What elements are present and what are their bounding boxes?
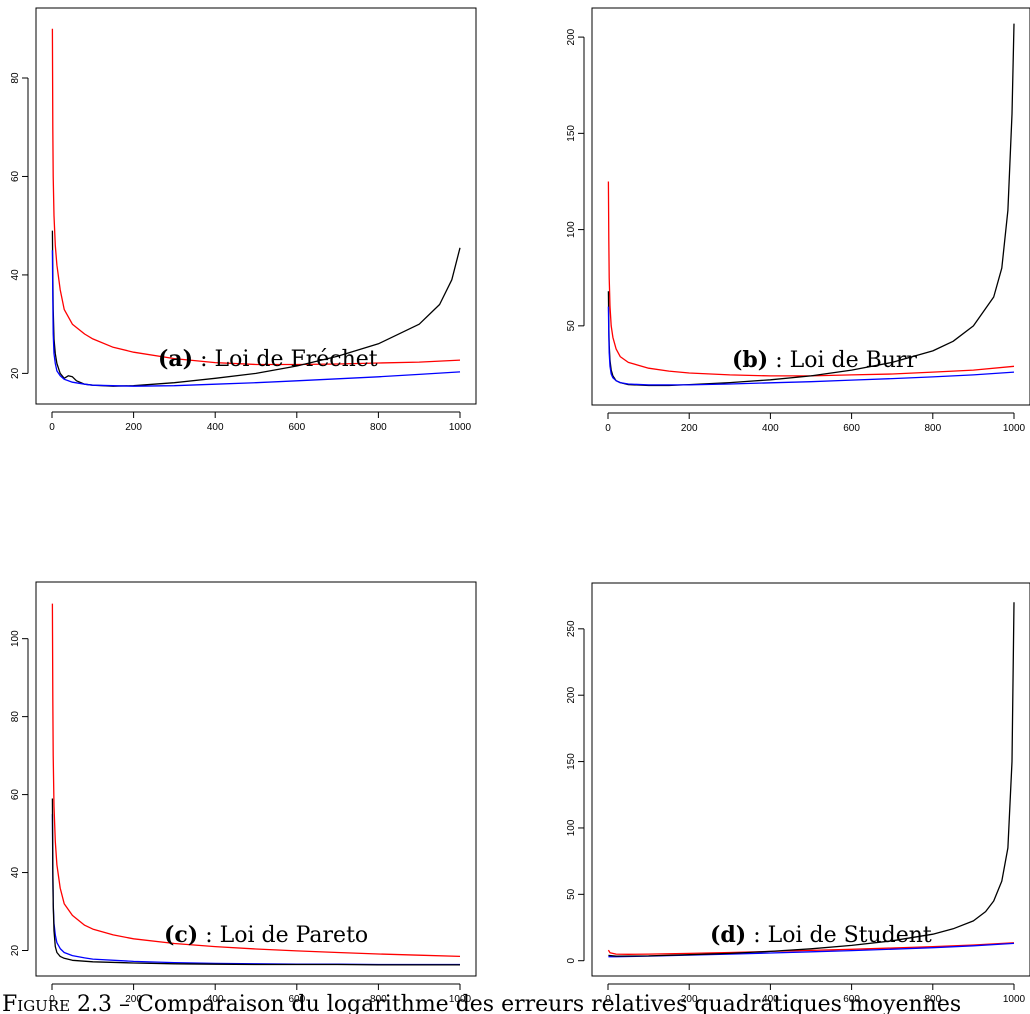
y-tick-label: 40 (10, 269, 21, 281)
panel-b: 0 200 400 600 800 1000 50 100 150 200 (b) : Loi de… (566, 7, 1030, 434)
x-tick-label: 600 (843, 994, 860, 1005)
panel-d: 0 200 400 600 800 1000 0 50 100 150 200 250 (d) : Lo… (566, 582, 1030, 1005)
x-tick-label: 200 (681, 994, 698, 1005)
x-tick-label: 400 (207, 422, 224, 433)
y-tick-label: 80 (10, 711, 21, 723)
x-tick-label: 400 (762, 994, 779, 1005)
figure-caption: FIGURE 2.3 – Comparaison du logarithme d… (2, 992, 961, 1014)
panel-label: (a) : Loi de Fréchet (158, 346, 378, 372)
y-tick-label: 0 (566, 957, 577, 963)
plot-frame (35, 581, 477, 977)
caption-smallcaps: IGURE (17, 997, 70, 1014)
series-line-2 (607, 23, 1015, 387)
series-line-1 (51, 603, 461, 958)
panel-label-text: : Loi de Student (746, 923, 932, 948)
series-line-3 (608, 602, 1015, 957)
y-axis: 20 40 60 80 (10, 72, 29, 379)
y-axis: 50 100 150 200 (566, 28, 585, 332)
x-tick-label: 800 (924, 994, 941, 1005)
series-line-3 (51, 798, 460, 966)
y-tick-label: 60 (10, 789, 21, 801)
y-axis: 0 50 100 150 200 250 (566, 620, 585, 963)
panel-label-text: : Loi de Burr (768, 348, 917, 373)
x-tick-label: 0 (605, 423, 611, 434)
y-tick-label: 50 (566, 888, 577, 900)
x-tick-label: 400 (762, 423, 779, 434)
series-line-3 (607, 306, 1015, 386)
plot-frame (591, 7, 1030, 406)
y-tick-label: 150 (566, 125, 577, 142)
panel-label-letter: (a) (158, 346, 193, 372)
plot-frame (35, 7, 477, 405)
y-tick-label: 100 (10, 630, 21, 647)
panel-label-text: : Loi de Fréchet (193, 347, 378, 372)
panel-label-text: : Loi de Pareto (198, 923, 368, 948)
x-tick-label: 0 (49, 422, 55, 433)
y-tick-label: 20 (10, 367, 21, 379)
y-tick-label: 250 (566, 620, 577, 637)
panel-label: (b) : Loi de Burr (732, 347, 917, 373)
plot-frame (591, 582, 1030, 977)
x-tick-label: 0 (49, 994, 55, 1005)
y-tick-label: 100 (566, 819, 577, 836)
y-tick-label: 40 (10, 867, 21, 879)
caption-rest: 2.3 – Comparaison du logarithme des erre… (70, 992, 961, 1014)
y-axis: 20 40 60 80 100 (10, 630, 29, 957)
x-axis: 0 200 400 600 800 1000 (49, 411, 472, 433)
panel-label: (d) : Loi de Student (710, 922, 932, 948)
y-tick-label: 50 (566, 320, 577, 332)
x-tick-label: 200 (125, 994, 142, 1005)
x-tick-label: 800 (924, 423, 941, 434)
x-tick-label: 600 (288, 994, 305, 1005)
series-line-3 (51, 250, 461, 387)
y-tick-label: 60 (10, 170, 21, 182)
x-tick-label: 1000 (1003, 994, 1026, 1005)
x-tick-label: 400 (207, 994, 224, 1005)
x-tick-label: 1000 (449, 422, 472, 433)
y-tick-label: 100 (566, 221, 577, 238)
caption-prefix: F (2, 992, 17, 1014)
x-tick-label: 600 (288, 422, 305, 433)
x-tick-label: 1000 (1003, 423, 1026, 434)
panel-label: (c) : Loi de Pareto (164, 922, 368, 948)
x-tick-label: 0 (605, 994, 611, 1005)
y-tick-label: 200 (566, 28, 577, 45)
x-tick-label: 600 (843, 423, 860, 434)
x-axis: 0 200 400 600 800 1000 (605, 412, 1026, 434)
x-tick-label: 200 (125, 422, 142, 433)
panel-label-letter: (b) (732, 347, 768, 373)
y-tick-label: 20 (10, 945, 21, 957)
panel-c: 0 200 400 600 800 1000 20 40 60 80 100 (c) : Loi de… (10, 581, 477, 1005)
x-tick-label: 800 (370, 422, 387, 433)
y-tick-label: 80 (10, 72, 21, 84)
panel-label-letter: (d) (710, 922, 746, 948)
series-line-1 (607, 181, 1015, 377)
x-axis: 0 200 400 600 800 1000 (49, 983, 472, 1005)
x-tick-label: 800 (370, 994, 387, 1005)
series-line-1 (51, 28, 461, 366)
x-axis: 0 200 400 600 800 1000 (605, 983, 1026, 1005)
panel-label-letter: (c) (164, 922, 198, 948)
panel-a: 0 200 400 600 800 1000 20 40 60 80 (a) : Loi de Fr… (10, 7, 477, 433)
y-tick-label: 150 (566, 753, 577, 770)
x-tick-label: 1000 (449, 994, 472, 1005)
y-tick-label: 200 (566, 686, 577, 703)
x-tick-label: 200 (681, 423, 698, 434)
